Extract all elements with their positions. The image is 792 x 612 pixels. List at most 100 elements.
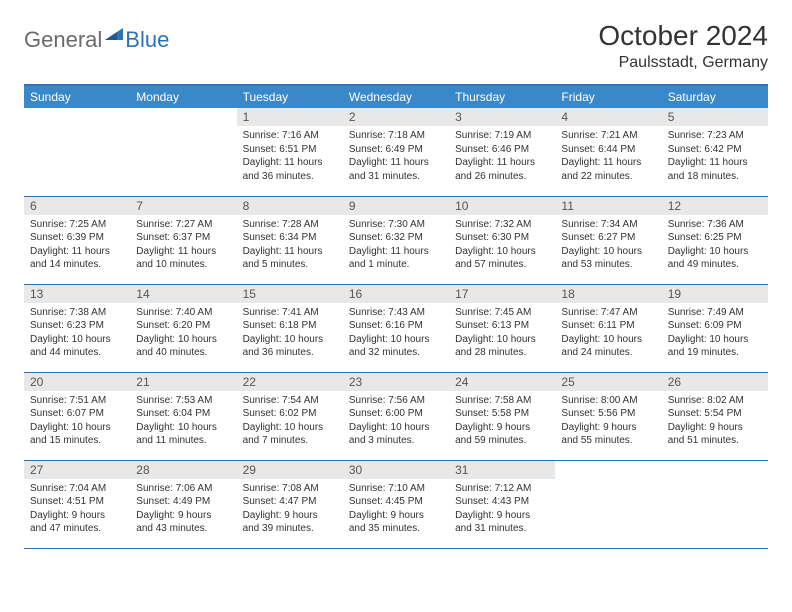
calendar-week: 6Sunrise: 7:25 AMSunset: 6:39 PMDaylight… [24,196,768,284]
day-header: Monday [130,85,236,108]
calendar-cell: 31Sunrise: 7:12 AMSunset: 4:43 PMDayligh… [449,460,555,548]
day-number: 15 [237,285,343,303]
day-content: Sunrise: 7:32 AMSunset: 6:30 PMDaylight:… [449,215,555,276]
calendar-cell: 26Sunrise: 8:02 AMSunset: 5:54 PMDayligh… [662,372,768,460]
month-title: October 2024 [598,20,768,52]
day-number: 20 [24,373,130,391]
day-content: Sunrise: 7:51 AMSunset: 6:07 PMDaylight:… [24,391,130,452]
calendar-cell [130,108,236,196]
calendar-cell: 9Sunrise: 7:30 AMSunset: 6:32 PMDaylight… [343,196,449,284]
calendar-cell: 23Sunrise: 7:56 AMSunset: 6:00 PMDayligh… [343,372,449,460]
calendar-cell: 10Sunrise: 7:32 AMSunset: 6:30 PMDayligh… [449,196,555,284]
day-content: Sunrise: 7:16 AMSunset: 6:51 PMDaylight:… [237,126,343,187]
calendar-cell: 29Sunrise: 7:08 AMSunset: 4:47 PMDayligh… [237,460,343,548]
logo-icon [105,26,123,45]
day-number: 10 [449,197,555,215]
day-number: 9 [343,197,449,215]
day-number: 2 [343,108,449,126]
day-content: Sunrise: 7:36 AMSunset: 6:25 PMDaylight:… [662,215,768,276]
calendar-cell: 27Sunrise: 7:04 AMSunset: 4:51 PMDayligh… [24,460,130,548]
calendar-cell: 5Sunrise: 7:23 AMSunset: 6:42 PMDaylight… [662,108,768,196]
day-content: Sunrise: 7:56 AMSunset: 6:00 PMDaylight:… [343,391,449,452]
day-header: Saturday [662,85,768,108]
day-content: Sunrise: 7:23 AMSunset: 6:42 PMDaylight:… [662,126,768,187]
calendar-week: 27Sunrise: 7:04 AMSunset: 4:51 PMDayligh… [24,460,768,548]
day-content: Sunrise: 7:45 AMSunset: 6:13 PMDaylight:… [449,303,555,364]
day-content: Sunrise: 7:43 AMSunset: 6:16 PMDaylight:… [343,303,449,364]
calendar-body: 1Sunrise: 7:16 AMSunset: 6:51 PMDaylight… [24,108,768,548]
day-number: 18 [555,285,661,303]
day-content: Sunrise: 7:21 AMSunset: 6:44 PMDaylight:… [555,126,661,187]
calendar-cell: 28Sunrise: 7:06 AMSunset: 4:49 PMDayligh… [130,460,236,548]
day-header: Friday [555,85,661,108]
day-number: 17 [449,285,555,303]
day-content: Sunrise: 7:28 AMSunset: 6:34 PMDaylight:… [237,215,343,276]
calendar-cell: 22Sunrise: 7:54 AMSunset: 6:02 PMDayligh… [237,372,343,460]
calendar-cell: 12Sunrise: 7:36 AMSunset: 6:25 PMDayligh… [662,196,768,284]
calendar-cell: 17Sunrise: 7:45 AMSunset: 6:13 PMDayligh… [449,284,555,372]
day-content: Sunrise: 7:10 AMSunset: 4:45 PMDaylight:… [343,479,449,540]
day-content: Sunrise: 7:58 AMSunset: 5:58 PMDaylight:… [449,391,555,452]
title-block: October 2024 Paulsstadt, Germany [598,20,768,72]
day-of-week-row: SundayMondayTuesdayWednesdayThursdayFrid… [24,85,768,108]
calendar-cell: 3Sunrise: 7:19 AMSunset: 6:46 PMDaylight… [449,108,555,196]
day-content: Sunrise: 7:12 AMSunset: 4:43 PMDaylight:… [449,479,555,540]
day-content: Sunrise: 7:30 AMSunset: 6:32 PMDaylight:… [343,215,449,276]
day-content: Sunrise: 7:41 AMSunset: 6:18 PMDaylight:… [237,303,343,364]
logo-text-general: General [24,27,102,53]
day-content: Sunrise: 7:27 AMSunset: 6:37 PMDaylight:… [130,215,236,276]
day-content: Sunrise: 7:38 AMSunset: 6:23 PMDaylight:… [24,303,130,364]
calendar-cell: 19Sunrise: 7:49 AMSunset: 6:09 PMDayligh… [662,284,768,372]
calendar-cell: 21Sunrise: 7:53 AMSunset: 6:04 PMDayligh… [130,372,236,460]
day-number: 27 [24,461,130,479]
day-number: 24 [449,373,555,391]
day-header: Wednesday [343,85,449,108]
day-content: Sunrise: 8:02 AMSunset: 5:54 PMDaylight:… [662,391,768,452]
day-number: 23 [343,373,449,391]
day-content: Sunrise: 7:18 AMSunset: 6:49 PMDaylight:… [343,126,449,187]
day-content: Sunrise: 7:40 AMSunset: 6:20 PMDaylight:… [130,303,236,364]
day-number: 19 [662,285,768,303]
logo: General Blue [24,26,169,53]
day-number: 4 [555,108,661,126]
day-content: Sunrise: 7:47 AMSunset: 6:11 PMDaylight:… [555,303,661,364]
day-number: 5 [662,108,768,126]
day-number: 7 [130,197,236,215]
day-number: 11 [555,197,661,215]
logo-text-blue: Blue [125,27,169,53]
calendar-cell: 4Sunrise: 7:21 AMSunset: 6:44 PMDaylight… [555,108,661,196]
day-content: Sunrise: 7:53 AMSunset: 6:04 PMDaylight:… [130,391,236,452]
calendar-cell [24,108,130,196]
day-number: 8 [237,197,343,215]
day-content: Sunrise: 7:19 AMSunset: 6:46 PMDaylight:… [449,126,555,187]
day-number: 3 [449,108,555,126]
calendar-week: 20Sunrise: 7:51 AMSunset: 6:07 PMDayligh… [24,372,768,460]
location: Paulsstadt, Germany [598,54,768,72]
day-number: 29 [237,461,343,479]
calendar-cell: 15Sunrise: 7:41 AMSunset: 6:18 PMDayligh… [237,284,343,372]
day-number: 1 [237,108,343,126]
calendar-cell: 6Sunrise: 7:25 AMSunset: 6:39 PMDaylight… [24,196,130,284]
day-number: 25 [555,373,661,391]
day-number: 12 [662,197,768,215]
day-header: Tuesday [237,85,343,108]
day-content: Sunrise: 7:54 AMSunset: 6:02 PMDaylight:… [237,391,343,452]
calendar-cell: 16Sunrise: 7:43 AMSunset: 6:16 PMDayligh… [343,284,449,372]
header: General Blue October 2024 Paulsstadt, Ge… [24,20,768,72]
day-header: Sunday [24,85,130,108]
calendar-cell: 13Sunrise: 7:38 AMSunset: 6:23 PMDayligh… [24,284,130,372]
day-content: Sunrise: 7:25 AMSunset: 6:39 PMDaylight:… [24,215,130,276]
day-number: 14 [130,285,236,303]
day-header: Thursday [449,85,555,108]
calendar-cell: 2Sunrise: 7:18 AMSunset: 6:49 PMDaylight… [343,108,449,196]
day-number: 16 [343,285,449,303]
day-number: 30 [343,461,449,479]
day-number: 21 [130,373,236,391]
calendar-cell [662,460,768,548]
calendar-week: 1Sunrise: 7:16 AMSunset: 6:51 PMDaylight… [24,108,768,196]
calendar-cell [555,460,661,548]
day-content: Sunrise: 7:49 AMSunset: 6:09 PMDaylight:… [662,303,768,364]
day-number: 6 [24,197,130,215]
day-content: Sunrise: 8:00 AMSunset: 5:56 PMDaylight:… [555,391,661,452]
calendar-week: 13Sunrise: 7:38 AMSunset: 6:23 PMDayligh… [24,284,768,372]
